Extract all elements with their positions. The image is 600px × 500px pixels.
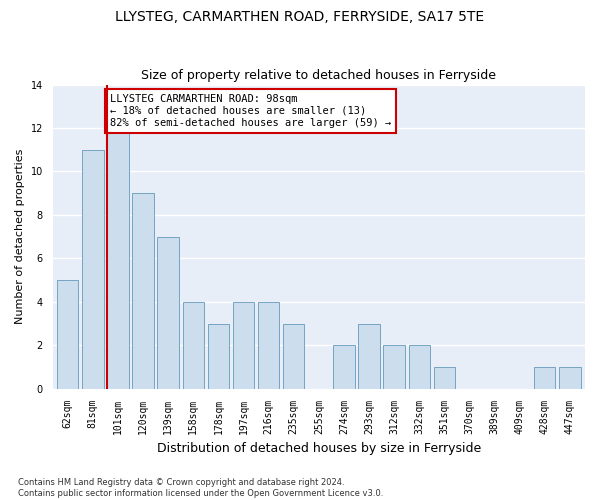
Text: LLYSTEG CARMARTHEN ROAD: 98sqm
← 18% of detached houses are smaller (13)
82% of : LLYSTEG CARMARTHEN ROAD: 98sqm ← 18% of …	[110, 94, 391, 128]
Bar	[57, 280, 79, 388]
Text: Contains HM Land Registry data © Crown copyright and database right 2024.
Contai: Contains HM Land Registry data © Crown c…	[18, 478, 383, 498]
Bar	[333, 345, 355, 389]
Bar	[233, 302, 254, 388]
Bar	[208, 324, 229, 388]
Bar	[82, 150, 104, 388]
Bar	[133, 193, 154, 388]
Bar	[358, 324, 380, 388]
X-axis label: Distribution of detached houses by size in Ferryside: Distribution of detached houses by size …	[157, 442, 481, 455]
Bar	[559, 367, 581, 388]
Y-axis label: Number of detached properties: Number of detached properties	[15, 149, 25, 324]
Bar	[283, 324, 304, 388]
Bar	[383, 345, 405, 389]
Bar	[534, 367, 556, 388]
Bar	[182, 302, 204, 388]
Bar	[107, 128, 128, 388]
Bar	[258, 302, 279, 388]
Bar	[434, 367, 455, 388]
Title: Size of property relative to detached houses in Ferryside: Size of property relative to detached ho…	[142, 69, 496, 82]
Bar	[409, 345, 430, 389]
Text: LLYSTEG, CARMARTHEN ROAD, FERRYSIDE, SA17 5TE: LLYSTEG, CARMARTHEN ROAD, FERRYSIDE, SA1…	[115, 10, 485, 24]
Bar	[157, 236, 179, 388]
